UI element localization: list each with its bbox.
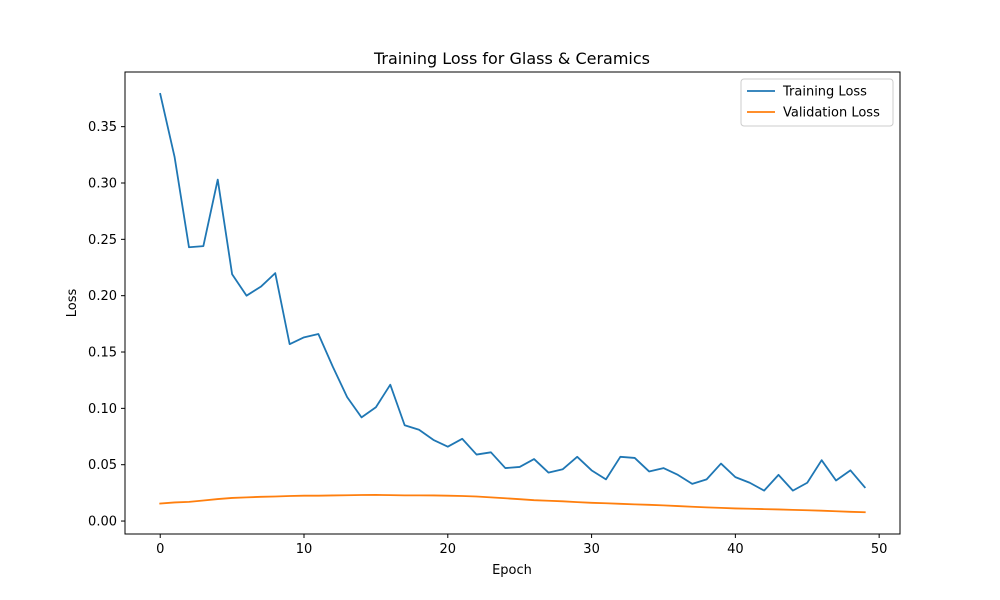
x-tick-label: 20 xyxy=(440,542,457,557)
axes-frame xyxy=(124,71,901,535)
x-tick-label: 50 xyxy=(871,542,888,557)
y-tick-label: 0.25 xyxy=(88,233,117,248)
legend: Training Loss Validation Loss xyxy=(740,78,894,127)
y-tick-label: 0.30 xyxy=(88,176,117,191)
legend-box xyxy=(740,78,894,127)
y-axis: 0.00 0.05 0.10 0.15 0.20 0.25 0.30 0.35 xyxy=(88,120,125,530)
y-tick-label: 0.00 xyxy=(88,515,117,530)
x-tick-label: 40 xyxy=(727,542,744,557)
y-tick-label: 0.05 xyxy=(88,458,117,473)
y-tick-label: 0.35 xyxy=(88,120,117,135)
series-line-validation-loss xyxy=(159,493,866,514)
x-tick-label: 10 xyxy=(296,542,313,557)
legend-entry: Training Loss xyxy=(782,85,867,100)
plot-area xyxy=(159,92,867,514)
x-axis-label: Epoch xyxy=(492,563,532,578)
legend-entry: Validation Loss xyxy=(783,106,880,121)
y-tick-label: 0.15 xyxy=(88,346,117,361)
y-tick-label: 0.10 xyxy=(88,402,117,417)
chart-title: Training Loss for Glass & Ceramics xyxy=(373,49,650,68)
series-line-training-loss xyxy=(159,92,867,492)
y-axis-label: Loss xyxy=(65,289,80,318)
y-tick-label: 0.20 xyxy=(88,289,117,304)
x-tick-label: 0 xyxy=(156,542,164,557)
x-tick-label: 30 xyxy=(583,542,600,557)
x-axis: 0 10 20 30 40 50 xyxy=(156,534,887,557)
